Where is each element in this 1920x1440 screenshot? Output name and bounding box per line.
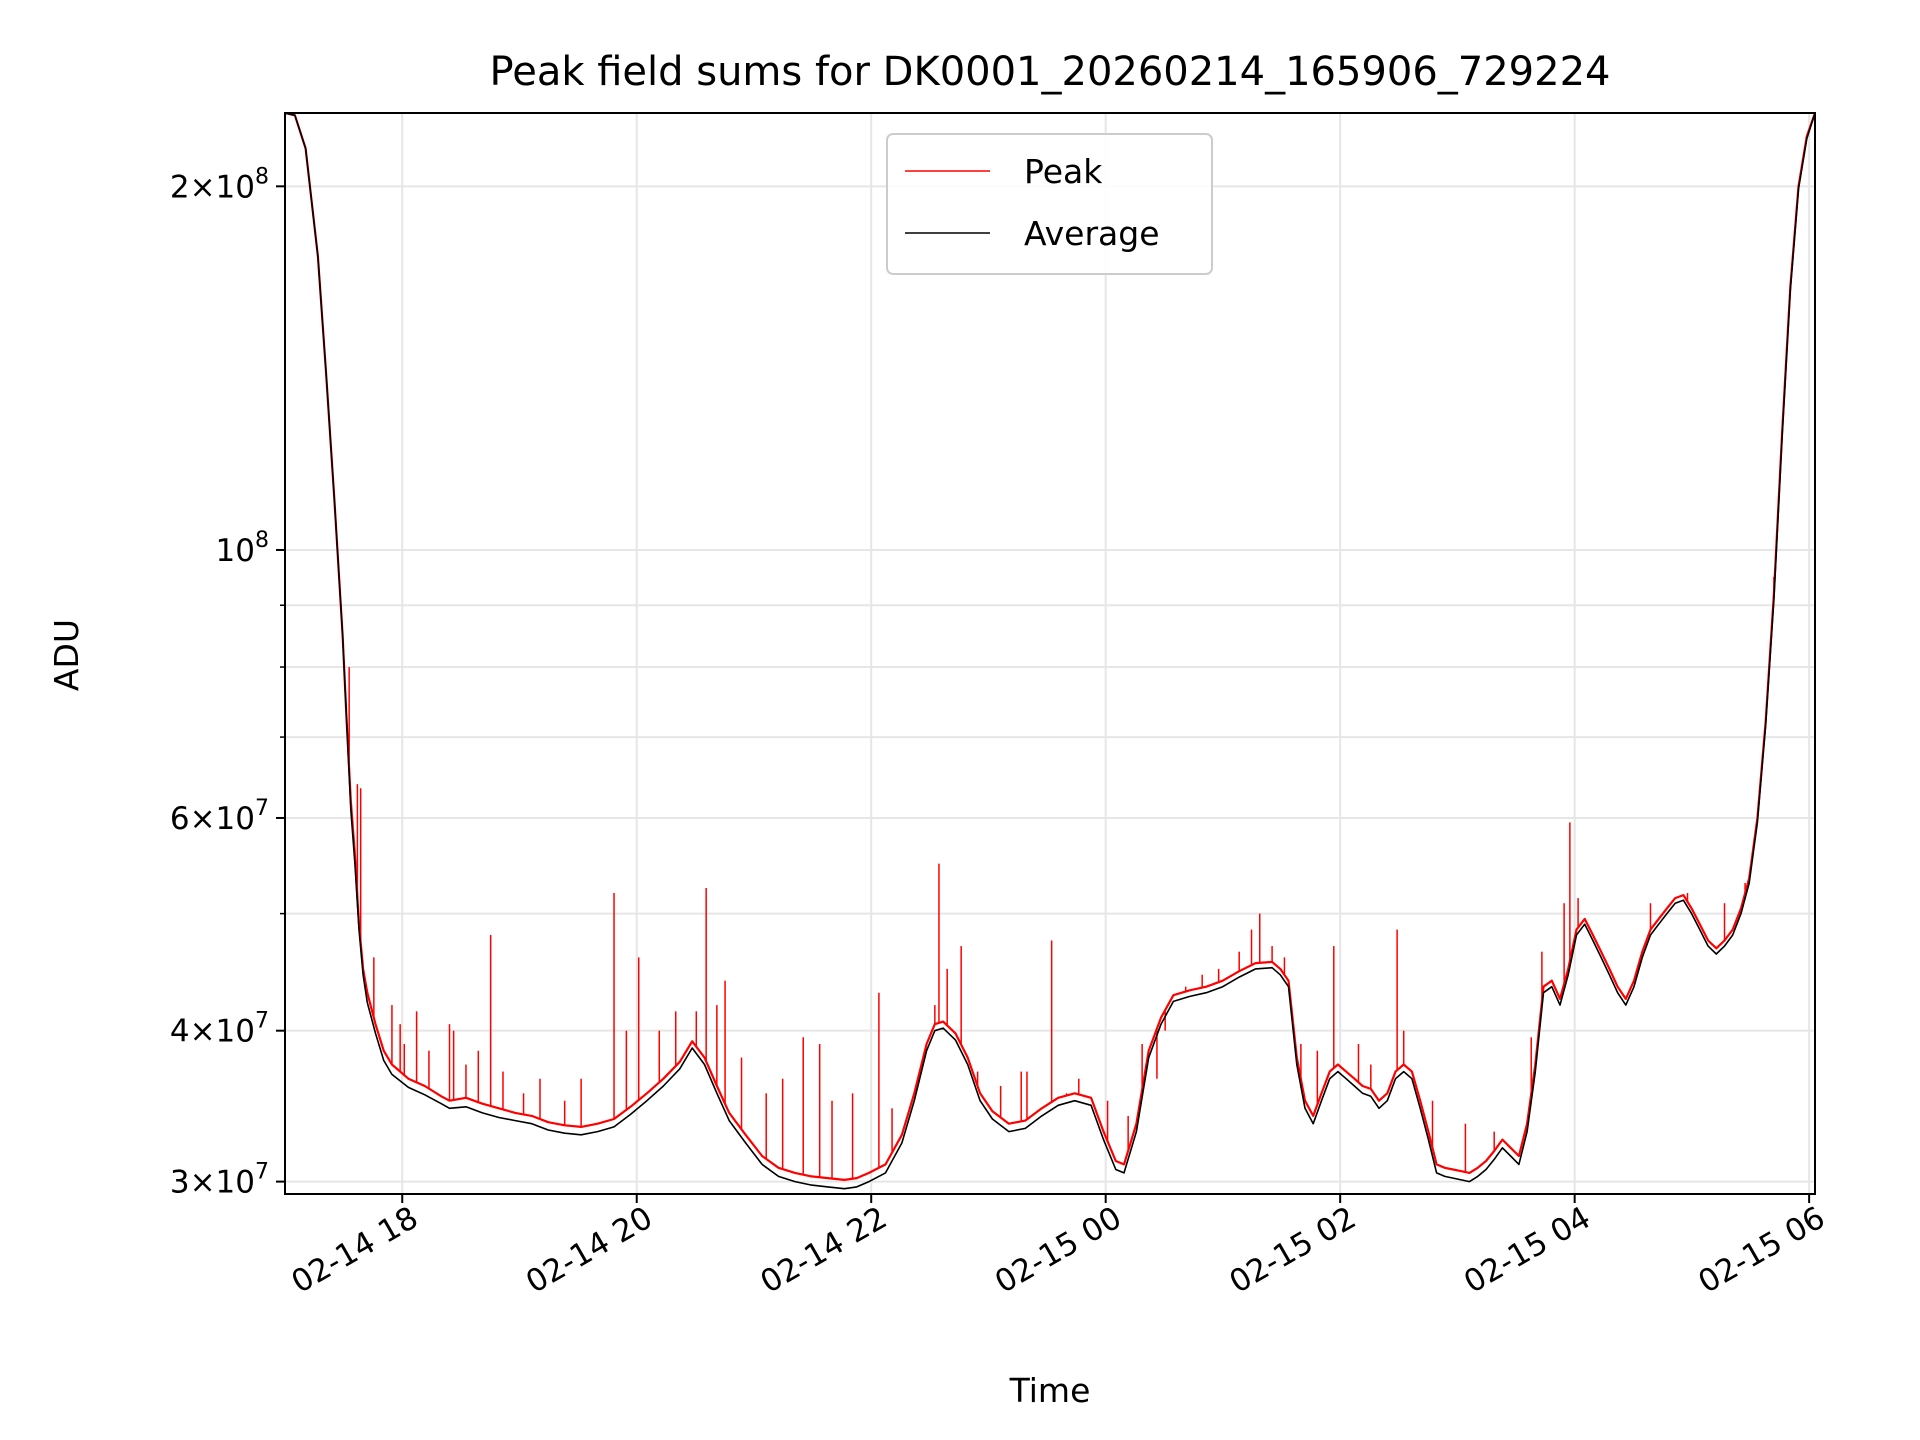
- legend-label-peak: Peak: [1024, 152, 1103, 191]
- y-tick-label: 2×108: [170, 164, 269, 205]
- x-axis-title: Time: [1009, 1371, 1091, 1410]
- chart-title: Peak field sums for DK0001_20260214_1659…: [490, 49, 1611, 95]
- y-tick-label: 4×107: [170, 1009, 269, 1050]
- legend: Peak Average: [886, 133, 1213, 275]
- series-line-average: [285, 113, 1815, 1190]
- y-tick-label: 3×107: [170, 1160, 269, 1201]
- legend-box: [886, 133, 1213, 275]
- y-tick-label: 6×107: [170, 796, 269, 837]
- series-layer: [285, 113, 1815, 1190]
- y-axis-title: ADU: [47, 619, 86, 691]
- y-tick-label: 108: [216, 528, 269, 569]
- plot-frame: [284, 112, 1816, 1195]
- legend-label-average: Average: [1024, 214, 1160, 253]
- grid: [285, 113, 1815, 1194]
